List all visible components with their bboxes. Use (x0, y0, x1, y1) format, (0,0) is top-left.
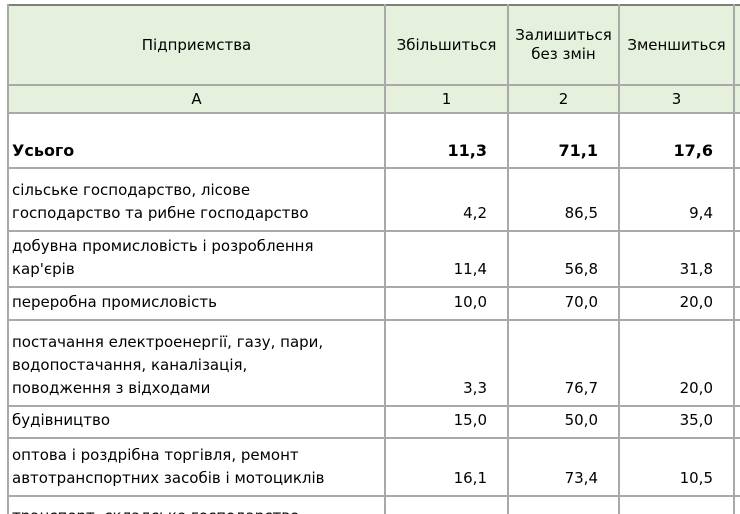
row-label: переробна промисловість (7, 286, 386, 321)
partial-column-cell (733, 230, 740, 288)
value-no-change: 73,4 (507, 437, 620, 497)
row-label: транспорт, складське господарство, пошто… (7, 495, 386, 514)
partial-column-subheader (733, 84, 740, 114)
table-row-utilities: постачання електроенергії, газу, пари, в… (7, 319, 740, 407)
value-increase: 11,3 (384, 112, 509, 169)
table-row-agriculture: сільське господарство, лісове господарст… (7, 167, 740, 232)
table-row-mining: добувна промисловість і розроблення кар'… (7, 230, 740, 288)
value-no-change: 70,0 (507, 286, 620, 321)
table-row-construction: будівництво 15,0 50,0 35,0 (7, 405, 740, 439)
row-label: будівництво (7, 405, 386, 439)
partial-column-cell (733, 167, 740, 232)
value-increase: 3,3 (384, 319, 509, 407)
value-increase: 15,0 (384, 405, 509, 439)
subheader-2: 2 (507, 84, 620, 114)
partial-column-header (733, 4, 740, 86)
value-decrease: 20,0 (618, 286, 735, 321)
row-label: оптова і роздрібна торгівля, ремонт авто… (7, 437, 386, 497)
header-row: Підприємства Збільшиться Залишиться без … (7, 4, 740, 86)
table-row-total: Усього 11,3 71,1 17,6 (7, 112, 740, 169)
column-header-enterprises: Підприємства (7, 4, 386, 86)
partial-column-cell (733, 437, 740, 497)
partial-column-cell (733, 286, 740, 321)
value-no-change: 50,0 (507, 405, 620, 439)
partial-column-cell (733, 319, 740, 407)
column-header-no-change: Залишиться без змін (507, 4, 620, 86)
subheader-3: 3 (618, 84, 735, 114)
row-label: добувна промисловість і розроблення кар'… (7, 230, 386, 288)
value-increase: 16,1 (384, 437, 509, 497)
value-increase: 4,2 (384, 167, 509, 232)
value-decrease: 17,6 (618, 112, 735, 169)
partial-column-cell (733, 405, 740, 439)
row-label: сільське господарство, лісове господарст… (7, 167, 386, 232)
value-increase: 11,1 (384, 495, 509, 514)
table-row-trade: оптова і роздрібна торгівля, ремонт авто… (7, 437, 740, 497)
subheader-row: А 1 2 3 (7, 84, 740, 114)
table-row-transport: транспорт, складське господарство, пошто… (7, 495, 740, 514)
column-header-decrease: Зменшиться (618, 4, 735, 86)
column-header-increase: Збільшиться (384, 4, 509, 86)
table-row-manufacturing: переробна промисловість 10,0 70,0 20,0 (7, 286, 740, 321)
value-decrease: 35,0 (618, 405, 735, 439)
value-no-change: 56,8 (507, 230, 620, 288)
value-no-change: 76,7 (507, 319, 620, 407)
row-label: постачання електроенергії, газу, пари, в… (7, 319, 386, 407)
value-decrease: 31,8 (618, 230, 735, 288)
subheader-1: 1 (384, 84, 509, 114)
value-decrease: 20,0 (618, 319, 735, 407)
value-decrease: 9,4 (618, 167, 735, 232)
enterprises-expectations-table: Підприємства Збільшиться Залишиться без … (7, 4, 740, 514)
value-no-change: 71,1 (507, 112, 620, 169)
subheader-a: А (7, 84, 386, 114)
value-decrease: 24,4 (618, 495, 735, 514)
value-increase: 10,0 (384, 286, 509, 321)
row-label: Усього (7, 112, 386, 169)
value-no-change: 86,5 (507, 167, 620, 232)
partial-column-cell (733, 495, 740, 514)
value-increase: 11,4 (384, 230, 509, 288)
value-no-change: 64,4 (507, 495, 620, 514)
partial-column-cell (733, 112, 740, 169)
value-decrease: 10,5 (618, 437, 735, 497)
